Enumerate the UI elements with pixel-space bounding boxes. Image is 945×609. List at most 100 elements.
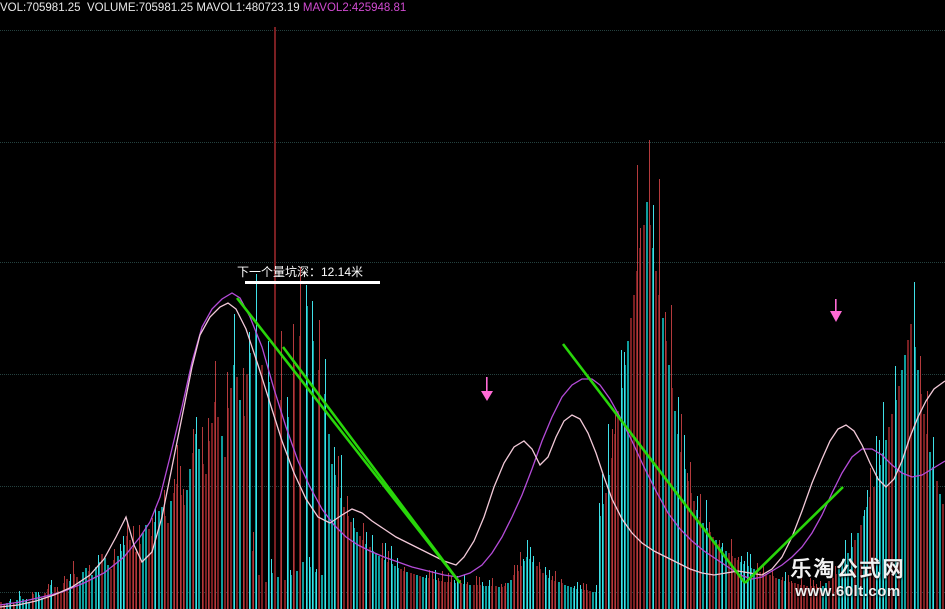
volume-bar [630, 318, 632, 609]
volume-bar [885, 440, 888, 609]
plot-area[interactable]: 下一个量坑深：12.14米 乐淘公式网 www.60lt.com [0, 17, 945, 609]
volume-bar-wick [652, 204, 654, 609]
volume-bar-wick [920, 355, 922, 609]
volume-bar [34, 591, 37, 609]
volume-bar-wick [517, 564, 519, 609]
volume-bar-wick [677, 397, 679, 609]
volume-bar-wick [13, 603, 15, 609]
volume-bar [185, 489, 188, 609]
volume-bar [837, 569, 840, 609]
volume-bar [211, 422, 213, 609]
volume-bar [66, 578, 69, 609]
volume-bar [264, 582, 267, 609]
volume-bar-wick [488, 579, 490, 609]
volume-bar-wick [233, 314, 235, 609]
volume-bar-wick [762, 566, 764, 609]
volume-bar [160, 507, 163, 609]
volume-bar-wick [428, 569, 430, 609]
volume-bar [116, 555, 119, 609]
volume-bar-wick [926, 391, 928, 609]
volume-bar-wick [595, 584, 597, 609]
volume-bar [85, 568, 87, 609]
volume-bar-wick [932, 436, 934, 609]
volume-bar-wick [299, 266, 301, 609]
volume-bar-wick [403, 567, 405, 609]
volume-bar-wick [687, 472, 689, 609]
volume-bar-wick [665, 312, 667, 609]
volume-bar [592, 591, 595, 609]
volume-bar [645, 201, 648, 609]
volume-bar-wick [520, 552, 522, 609]
volume-bar-wick [135, 548, 137, 609]
volume-bar-wick [599, 502, 600, 609]
volume-bar-wick [397, 558, 399, 609]
volume-bar-wick [293, 323, 295, 609]
volume-bar [189, 469, 191, 609]
marker-icon [830, 299, 842, 322]
volume-bar-wick [586, 583, 588, 609]
volume-bar-wick [876, 435, 878, 609]
volume-bar [220, 435, 223, 609]
volume-bar-wick [699, 493, 701, 609]
volume-bar [204, 474, 207, 609]
volume-bar-wick [132, 526, 134, 609]
volume-bar-wick [554, 571, 556, 609]
volume-bar-wick [69, 574, 71, 609]
volume-bar-wick [561, 579, 563, 609]
volume-bar-wick [347, 496, 348, 609]
volume-bar [28, 602, 31, 609]
volume-bar [349, 521, 352, 609]
volume-bar-wick [608, 423, 610, 609]
volume-bar [166, 522, 169, 609]
volume-bar [589, 591, 591, 609]
volume-bar [891, 414, 894, 609]
volume-bar-wick [523, 558, 525, 609]
volume-bar [768, 575, 771, 609]
indicator-readout: VOL: 705981.25 VOLUME: 705981.25 MAVOL1:… [0, 0, 945, 16]
volume-bar [81, 572, 84, 609]
volume-bar-wick [863, 510, 865, 609]
volume-bar-wick [164, 489, 166, 609]
volume-bar [104, 557, 106, 609]
volume-bar [53, 586, 56, 609]
watermark-line2: www.60lt.com [795, 583, 901, 600]
volume-bar [847, 553, 850, 609]
volume-bar-wick [312, 300, 314, 609]
volume-bar [497, 586, 500, 609]
volume-bar-wick [690, 462, 692, 609]
volume-bar-wick [268, 340, 270, 609]
volume-bar [100, 553, 103, 609]
volume-bar [444, 581, 447, 609]
volume-bar [570, 586, 573, 609]
volume-bar [822, 585, 825, 609]
volume-bar [642, 224, 645, 609]
volume-bar-wick [463, 574, 465, 609]
volume-bar [406, 571, 409, 609]
gridline [0, 486, 945, 488]
volume-bar [418, 576, 421, 609]
volume-bar-wick [287, 396, 289, 609]
volume-bar [904, 355, 906, 609]
volume-bar-wick [866, 489, 868, 609]
volume-bar [422, 577, 425, 609]
volume-bar-wick [214, 360, 216, 609]
volume-bar [258, 575, 261, 609]
volume-bar-wick [98, 554, 100, 609]
volume-bar-wick [545, 567, 547, 609]
volume-bar [469, 584, 472, 609]
volume-bar-wick [25, 599, 27, 609]
volume-bar-wick [573, 586, 575, 609]
volume-bar-wick [315, 568, 317, 609]
volume-bar-wick [460, 580, 462, 609]
volume-bar-wick [851, 532, 852, 609]
volume-bar [803, 585, 806, 609]
volume-bar-wick [671, 304, 673, 609]
volume-bar-wick [479, 576, 481, 609]
volume-bar-wick [450, 575, 452, 609]
volume-bar-wick [183, 488, 185, 609]
volume-bar-wick [895, 366, 897, 609]
volume-bar-wick [551, 576, 553, 609]
volume-bar-wick [425, 575, 427, 609]
volume-bar [752, 569, 755, 609]
volume-bar [472, 584, 475, 609]
